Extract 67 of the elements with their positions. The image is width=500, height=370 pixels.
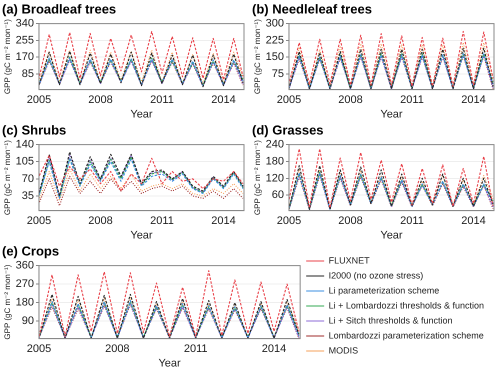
y-tick-label: 255: [16, 34, 34, 46]
x-tick-label: 2005: [276, 94, 302, 106]
x-tick-label: 2008: [338, 94, 363, 106]
chart-title: (e) Crops: [2, 243, 60, 258]
y-tick-label: 85: [22, 68, 34, 80]
y-tick-label: 150: [266, 51, 284, 64]
x-tick-label: 2008: [105, 343, 130, 356]
line-series: [288, 30, 494, 87]
y-tick-label: 180: [16, 296, 34, 309]
legend-label: Li + Sitch thresholds & function: [328, 315, 452, 326]
x-axis-title: Year: [380, 108, 403, 120]
y-axis-title: GPP (gC m⁻² mon⁻¹): [3, 18, 12, 94]
x-tick-label: 2014: [211, 215, 236, 228]
line-series: [38, 30, 244, 80]
legend-label: Lombardozzi parameterization scheme: [328, 330, 484, 340]
y-tick-label: 140: [16, 138, 34, 151]
x-axis-title: Year: [130, 108, 153, 120]
y-axis-title: GPP (gC m⁻² mon⁻¹): [253, 18, 262, 94]
x-tick-label: 2011: [150, 215, 174, 228]
x-tick-label: 2014: [461, 215, 486, 228]
x-axis-title: Year: [158, 357, 182, 370]
chart-title: (b) Needleleaf trees: [252, 1, 372, 16]
y-tick-label: 70: [22, 172, 34, 185]
x-tick-label: 2014: [262, 343, 286, 356]
legend-label: MODIS: [328, 345, 358, 356]
legend-label: I2000 (no ozone stress): [328, 270, 424, 280]
x-axis-title: Year: [380, 229, 403, 242]
legend-label: Li parameterization scheme: [328, 285, 440, 296]
y-axis-title: GPP (gC m⁻² mon⁻¹): [3, 140, 12, 216]
x-tick-label: 2011: [184, 343, 208, 356]
y-tick-label: 270: [16, 278, 34, 290]
chart-title: (a) Broadleaf trees: [2, 1, 116, 16]
y-tick-label: 240: [266, 138, 284, 151]
x-tick-label: 2005: [26, 215, 52, 228]
x-tick-label: 2005: [26, 343, 52, 356]
y-tick-label: 90: [22, 315, 34, 328]
x-tick-label: 2011: [400, 215, 424, 228]
chart-title: (c) Shrubs: [2, 122, 66, 138]
y-tick-label: 60: [272, 189, 284, 202]
y-tick-label: 75: [272, 68, 284, 80]
y-tick-label: 300: [266, 18, 284, 30]
x-tick-label: 2005: [276, 215, 302, 228]
y-axis-title: GPP (gC m⁻² mon⁻¹): [253, 140, 262, 216]
y-tick-label: 225: [266, 34, 284, 46]
legend-label: FLUXNET: [328, 255, 370, 266]
x-tick-label: 2005: [26, 94, 52, 106]
x-tick-label: 2008: [88, 215, 113, 228]
y-tick-label: 340: [16, 18, 34, 30]
x-tick-label: 2008: [338, 215, 363, 228]
line-series: [38, 168, 244, 202]
line-series: [288, 148, 494, 208]
legend-label: Li + Lombardozzi thresholds & function: [328, 300, 484, 310]
x-tick-label: 2011: [400, 94, 424, 106]
x-tick-label: 2014: [211, 94, 236, 106]
line-series: [38, 176, 244, 206]
y-tick-label: 35: [22, 190, 34, 202]
x-tick-label: 2014: [461, 94, 486, 106]
chart-title: (d) Grasses: [252, 122, 324, 138]
y-tick-label: 170: [16, 51, 34, 64]
x-axis-title: Year: [130, 229, 153, 242]
y-tick-label: 180: [266, 155, 284, 168]
y-axis-title: GPP (gC m⁻² mon⁻¹): [3, 264, 12, 340]
y-tick-label: 120: [266, 172, 284, 184]
x-tick-label: 2011: [150, 94, 174, 106]
y-tick-label: 360: [16, 260, 34, 272]
x-tick-label: 2008: [88, 94, 113, 106]
y-tick-label: 105: [16, 156, 34, 168]
